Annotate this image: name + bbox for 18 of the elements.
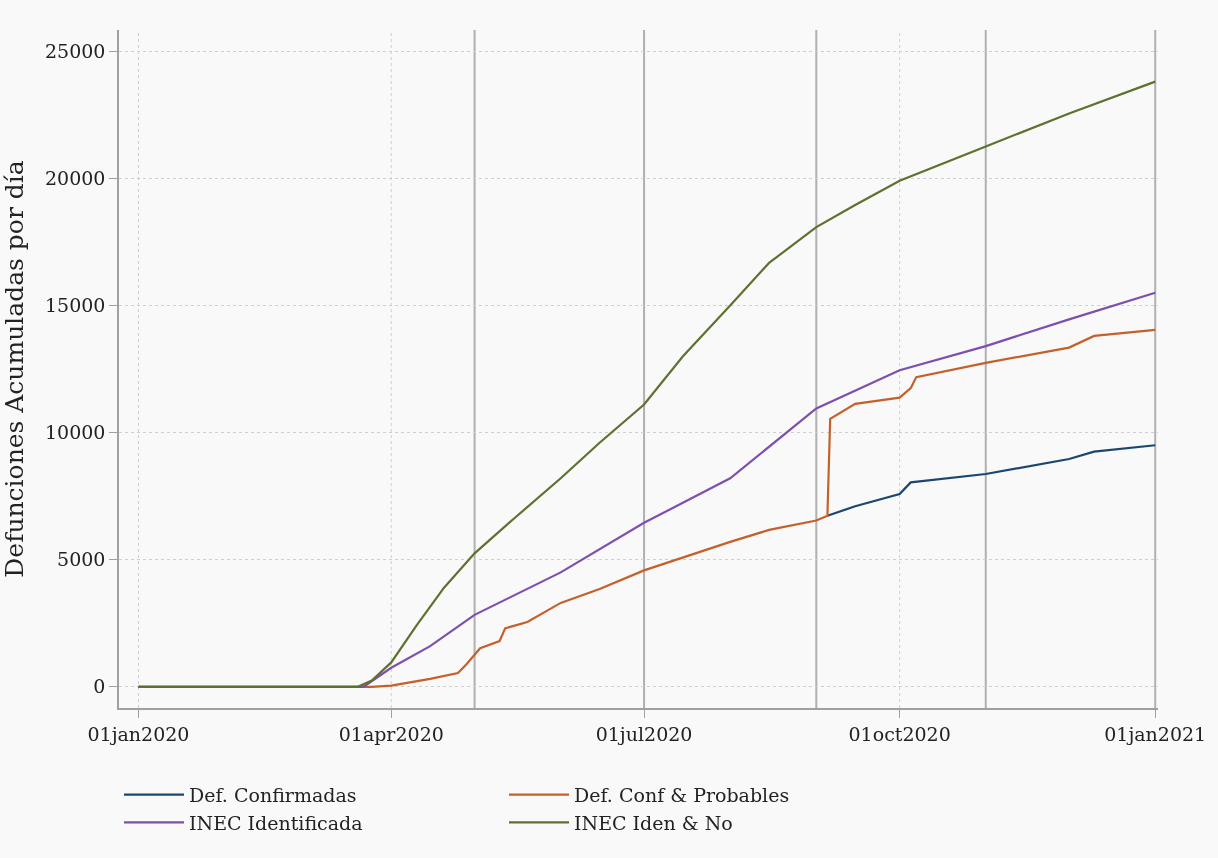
x-tick-label: 01apr2020 [338, 722, 444, 745]
x-tick-label: 01jan2021 [1104, 722, 1207, 745]
legend-label: Def. Conf & Probables [574, 784, 790, 807]
legend-label: INEC Iden & No [574, 811, 733, 834]
y-tick-label: 25000 [45, 39, 106, 62]
x-tick-label: 01oct2020 [848, 722, 951, 745]
legend-label: INEC Identificada [189, 811, 363, 834]
x-tick-label: 01jul2020 [595, 722, 693, 745]
y-tick-label: 15000 [45, 294, 106, 317]
y-axis-title: Defunciones Acumuladas por día [0, 160, 29, 578]
line-series [137, 80, 1157, 688]
y-tick-label: 5000 [57, 548, 106, 571]
y-tick-label: 0 [93, 675, 106, 698]
line-series [826, 444, 1157, 517]
y-tick-label: 10000 [45, 421, 106, 444]
legend-label: Def. Confirmadas [189, 784, 357, 807]
x-tick-label: 01jan2020 [87, 722, 190, 745]
y-tick-label: 20000 [45, 166, 106, 189]
